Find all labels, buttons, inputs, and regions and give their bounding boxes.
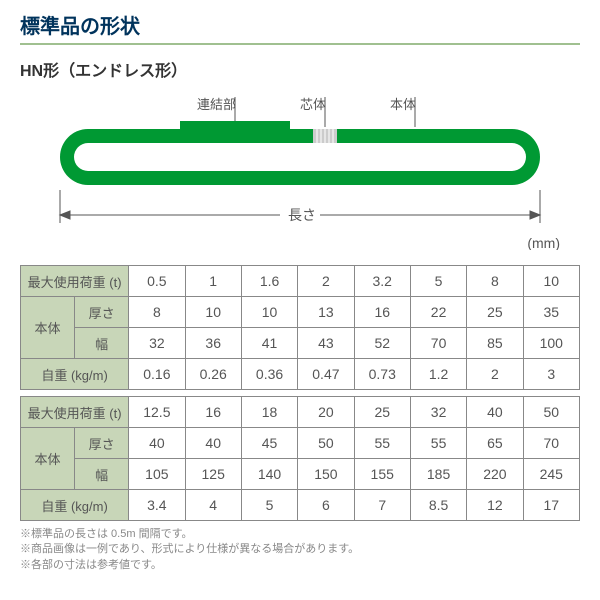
sling-shape <box>60 121 540 185</box>
label-body: 本体 <box>390 97 416 112</box>
row-thickness-label: 厚さ <box>75 297 129 328</box>
label-core: 芯体 <box>300 97 326 112</box>
shape-diagram: 連結部 芯体 本体 長さ (mm) <box>20 95 580 250</box>
footnote-3: ※各部の寸法は参考値です。 <box>20 558 580 573</box>
row-self-weight-label: 自重 (kg/m) <box>21 359 129 390</box>
unit-label: (mm) <box>527 235 560 250</box>
footnote-2: ※商品画像は一例であり、形式により仕様が異なる場合があります。 <box>20 542 580 557</box>
spec-table-2: 最大使用荷重 (t) 12.516182025324050 本体 厚さ 4040… <box>20 396 580 521</box>
row-max-load-label: 最大使用荷重 (t) <box>21 266 129 297</box>
row-body-label: 本体 <box>21 297 75 359</box>
section-title-bar: 標準品の形状 <box>20 10 580 45</box>
footnote-1: ※標準品の長さは 0.5m 間隔です。 <box>20 527 580 542</box>
label-joint: 連結部 <box>197 97 236 112</box>
label-length: 長さ <box>288 207 316 223</box>
spec-table-1: 最大使用荷重 (t) 0.511.623.25810 本体 厚さ 8101013… <box>20 265 580 390</box>
section-title: 標準品の形状 <box>20 16 140 38</box>
row-width-label: 幅 <box>75 328 129 359</box>
subtitle: HN形（エンドレス形） <box>20 57 580 81</box>
